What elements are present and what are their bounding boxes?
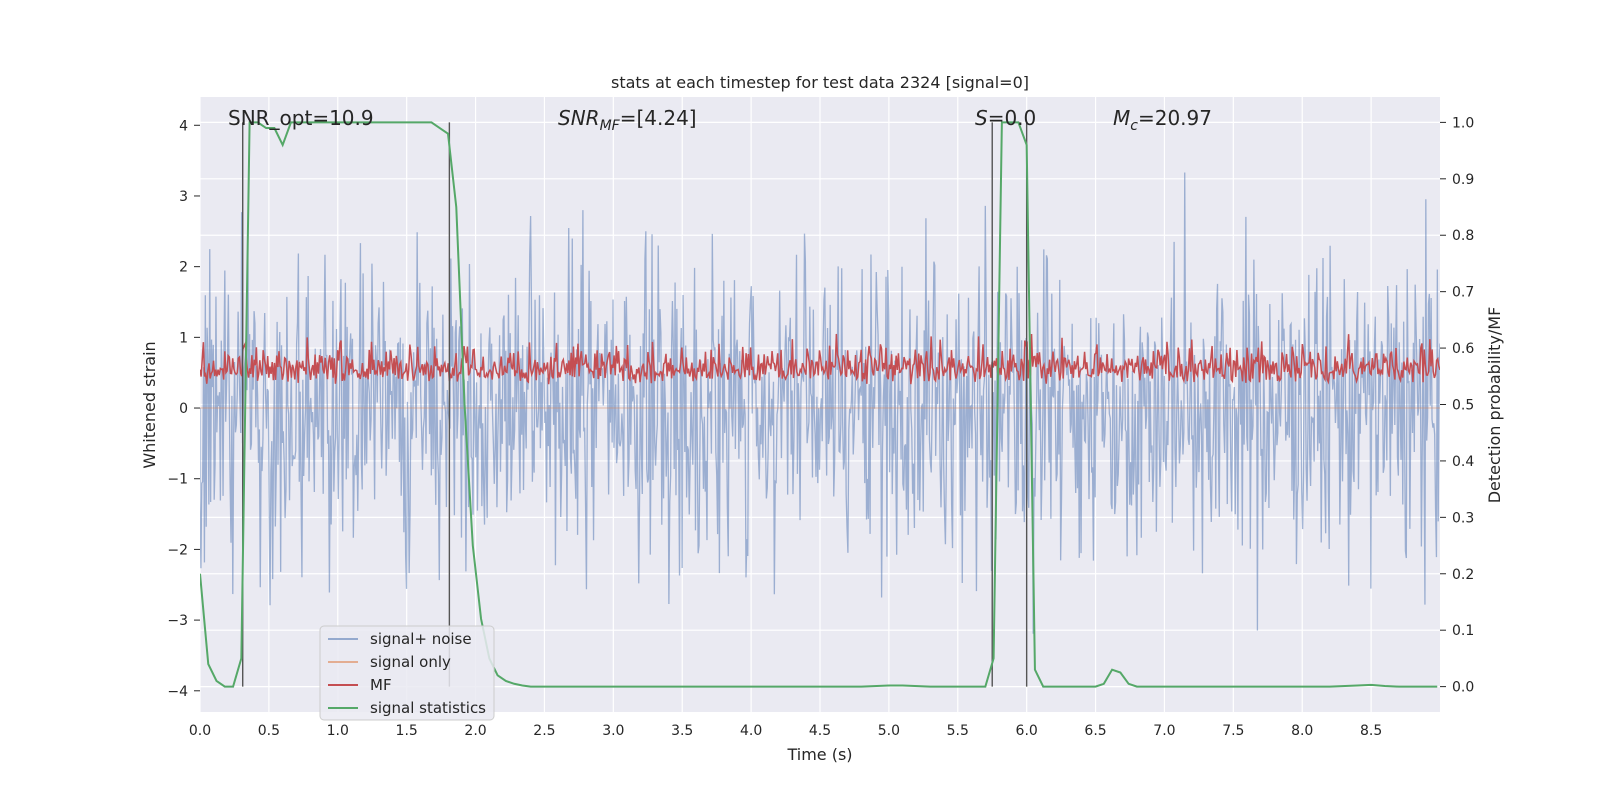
- event-markers: [242, 122, 1028, 687]
- annotation-snr-opt: SNR_opt=10.9: [228, 106, 374, 130]
- x-tick-label: 7.5: [1222, 723, 1244, 739]
- y2-tick-label: 0.9: [1452, 172, 1474, 188]
- legend-label-signal-only: signal only: [370, 653, 451, 671]
- y-tick-label: 2: [179, 260, 188, 276]
- y2-tick-label: 0.1: [1452, 623, 1474, 639]
- y2-tick-label: 0.2: [1452, 567, 1474, 583]
- y2-tick-label: 0.5: [1452, 398, 1474, 414]
- annotation-snr-mf-value: =[4.24]: [620, 106, 697, 130]
- mf-line: [200, 333, 1440, 385]
- legend-box: [319, 625, 495, 721]
- y-tick-label: −1: [167, 472, 188, 488]
- annotation-mc-sub: c: [1130, 118, 1138, 134]
- signal-noise-series: [200, 172, 1440, 634]
- signal-statistics-line: [200, 121, 1438, 688]
- x-tick-label: 4.5: [809, 723, 831, 739]
- annotation-snr-mf: SNRMF=[4.24]: [558, 106, 697, 134]
- x-tick-label: 1.5: [396, 723, 418, 739]
- x-tick-label: 3.5: [671, 723, 693, 739]
- chart-title: stats at each timestep for test data 232…: [611, 73, 1029, 92]
- x-tick-label: 7.0: [1153, 723, 1175, 739]
- legend: signal+ noise signal only MF signal stat…: [319, 625, 495, 721]
- mf-series: [200, 333, 1440, 385]
- y-axis-ticks: 4 3 2 1 0 −1 −2 −3 −4: [167, 118, 200, 700]
- x-tick-label: 2.0: [464, 723, 486, 739]
- x-tick-label: 8.5: [1360, 723, 1382, 739]
- y-tick-label: 1: [179, 330, 188, 346]
- signal-noise-line: [200, 172, 1440, 634]
- x-tick-label: 6.0: [1016, 723, 1038, 739]
- y2-tick-label: 1.0: [1452, 115, 1474, 131]
- y2-tick-label: 0.7: [1452, 285, 1474, 301]
- legend-label-mf: MF: [370, 676, 392, 694]
- x-tick-label: 2.5: [533, 723, 555, 739]
- x-tick-label: 8.0: [1291, 723, 1313, 739]
- legend-label-signal-statistics: signal statistics: [370, 699, 486, 717]
- x-tick-label: 0.5: [258, 723, 280, 739]
- y-tick-label: 4: [179, 118, 188, 134]
- annotation-mc-value: =20.97: [1138, 106, 1212, 130]
- y-tick-label: −3: [167, 613, 188, 629]
- annotation-mc: Mc=20.97: [1113, 106, 1212, 134]
- y-axis-label: Whitened strain: [140, 341, 159, 468]
- y2-tick-label: 0.8: [1452, 228, 1474, 244]
- x-tick-label: 3.0: [602, 723, 624, 739]
- annotation-s: S=0.0: [975, 106, 1036, 130]
- annotation-s-label: S: [975, 106, 988, 130]
- x-tick-label: 1.0: [327, 723, 349, 739]
- annotation-mc-label: M: [1113, 106, 1130, 130]
- x-tick-label: 0.0: [189, 723, 211, 739]
- legend-label-signal-noise: signal+ noise: [370, 630, 472, 648]
- annotation-snr-mf-sub: MF: [600, 118, 621, 134]
- y2-axis-label: Detection probability/MF: [1485, 307, 1504, 504]
- y2-axis-ticks: 1.0 0.9 0.8 0.7 0.6 0.5 0.4 0.3 0.2 0.1 0.0: [1440, 115, 1474, 696]
- annotation-snr-mf-label: SNR: [558, 106, 600, 130]
- y-tick-label: 3: [179, 189, 188, 205]
- x-axis-label: Time (s): [786, 745, 852, 764]
- y2-tick-label: 0.0: [1452, 680, 1474, 696]
- x-tick-label: 5.5: [947, 723, 969, 739]
- x-axis-ticks: 0.0 0.5 1.0 1.5 2.0 2.5 3.0 3.5 4.0 4.5 5.0 5.5 6.0 6…: [189, 723, 1382, 739]
- y2-tick-label: 0.3: [1452, 510, 1474, 526]
- y2-tick-label: 0.6: [1452, 341, 1474, 357]
- y-tick-label: −4: [167, 684, 188, 700]
- annotation-s-value: =0.0: [988, 106, 1037, 130]
- x-tick-label: 6.5: [1084, 723, 1106, 739]
- y2-tick-label: 0.4: [1452, 454, 1474, 470]
- y-tick-label: 0: [179, 401, 188, 417]
- y-tick-label: −2: [167, 542, 188, 558]
- x-tick-label: 5.0: [878, 723, 900, 739]
- x-tick-label: 4.0: [740, 723, 762, 739]
